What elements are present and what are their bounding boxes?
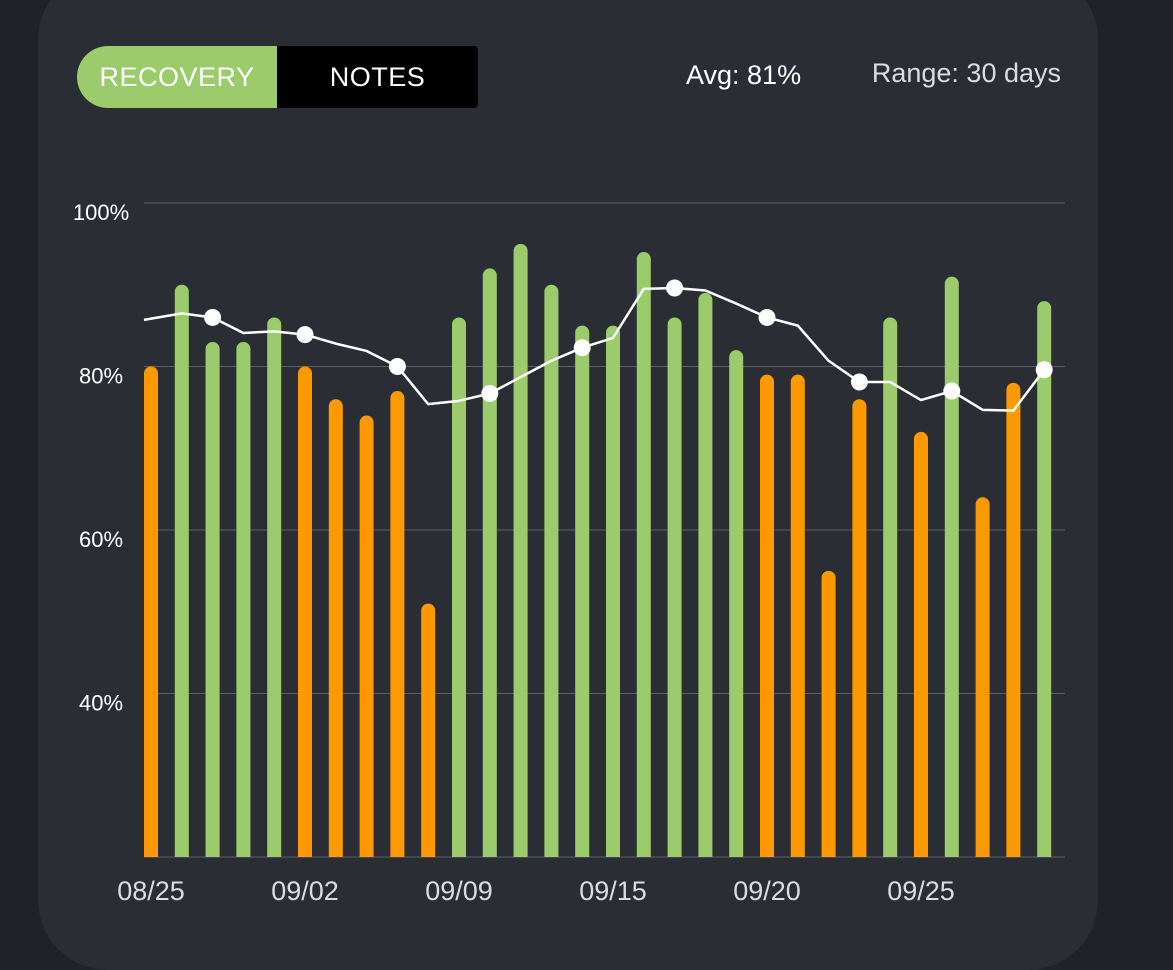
bar [236,341,251,858]
trend-point [573,339,591,357]
bar [760,374,774,857]
bar [636,252,651,857]
bar [883,317,898,857]
y-tick-label: 100% [73,200,129,225]
bar [914,431,929,857]
bar [482,268,497,857]
bar [667,317,682,857]
bar [821,570,836,857]
x-tick-label: 09/20 [733,876,801,906]
range-stat[interactable]: Range: 30 days [871,58,1061,88]
recovery-chart: 100% 80% 60% 40% 08/25 09/02 09/09 09/15 09/20 09… [73,200,1065,906]
tab-recovery[interactable]: RECOVERY [77,46,277,108]
trend-point [1035,361,1053,379]
x-tick-label: 09/25 [887,876,955,906]
bar [729,350,744,857]
bar [790,374,805,857]
average-stat: Avg: 81% [686,60,802,90]
bar [698,292,713,857]
trend-point [388,358,406,375]
bar [606,325,621,858]
x-tick-label: 09/15 [579,876,647,906]
x-tick-label: 09/09 [425,876,493,906]
bar [328,399,343,857]
bar [359,415,374,857]
bar [513,243,528,857]
bar [575,325,590,858]
bar [298,366,312,857]
view-toggle: RECOVERY NOTES [77,46,478,108]
bar [421,603,436,857]
bar [852,399,867,857]
tab-notes[interactable]: NOTES [277,46,478,108]
trend-point [850,373,868,391]
bar [975,497,990,857]
trend-point [943,382,961,400]
bar [390,391,405,857]
bar [544,284,559,857]
bar [944,276,959,857]
y-tick-label: 60% [79,527,123,552]
bar [452,317,466,857]
bar [267,317,282,857]
trend-point [296,326,314,344]
trend-point [666,279,684,297]
bar [1037,301,1052,857]
trend-point [758,308,776,326]
y-tick-label: 40% [79,691,123,716]
trend-point [204,308,222,326]
trend-point [481,384,499,402]
bar [144,366,158,857]
x-tick-label: 09/02 [271,876,339,906]
bar [205,341,220,858]
y-tick-label: 80% [79,364,123,389]
x-tick-label: 08/25 [117,876,185,906]
bar [1006,382,1021,857]
bar [174,284,189,857]
